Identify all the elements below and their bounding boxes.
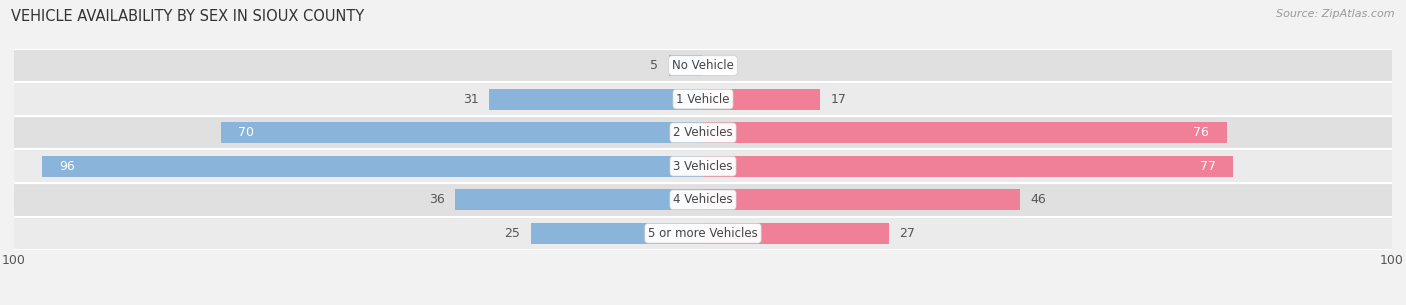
Bar xyxy=(14,82,1392,116)
Text: VEHICLE AVAILABILITY BY SEX IN SIOUX COUNTY: VEHICLE AVAILABILITY BY SEX IN SIOUX COU… xyxy=(11,9,364,24)
Bar xyxy=(703,156,1233,177)
Bar xyxy=(14,116,1392,149)
Bar xyxy=(703,189,1019,210)
Text: 0: 0 xyxy=(713,59,721,72)
Bar xyxy=(42,156,703,177)
Text: 3 Vehicles: 3 Vehicles xyxy=(673,160,733,173)
Text: 36: 36 xyxy=(429,193,444,206)
Text: 27: 27 xyxy=(900,227,915,240)
Bar xyxy=(531,223,703,244)
Text: 1 Vehicle: 1 Vehicle xyxy=(676,93,730,106)
Text: 31: 31 xyxy=(464,93,479,106)
Text: 76: 76 xyxy=(1194,126,1209,139)
Bar xyxy=(456,189,703,210)
Text: 4 Vehicles: 4 Vehicles xyxy=(673,193,733,206)
Text: 2 Vehicles: 2 Vehicles xyxy=(673,126,733,139)
Bar xyxy=(703,223,889,244)
Text: 17: 17 xyxy=(831,93,846,106)
Text: 46: 46 xyxy=(1031,193,1046,206)
Text: 25: 25 xyxy=(505,227,520,240)
Text: Source: ZipAtlas.com: Source: ZipAtlas.com xyxy=(1277,9,1395,19)
Text: 70: 70 xyxy=(238,126,254,139)
Bar xyxy=(489,89,703,109)
Text: 77: 77 xyxy=(1201,160,1216,173)
Bar xyxy=(14,149,1392,183)
Bar xyxy=(703,89,820,109)
Text: 96: 96 xyxy=(59,160,75,173)
Bar xyxy=(669,55,703,76)
Bar xyxy=(221,122,703,143)
Text: 5 or more Vehicles: 5 or more Vehicles xyxy=(648,227,758,240)
Bar xyxy=(14,49,1392,82)
Text: 5: 5 xyxy=(650,59,658,72)
Bar xyxy=(703,122,1226,143)
Bar xyxy=(14,183,1392,217)
Bar xyxy=(14,217,1392,250)
Text: No Vehicle: No Vehicle xyxy=(672,59,734,72)
